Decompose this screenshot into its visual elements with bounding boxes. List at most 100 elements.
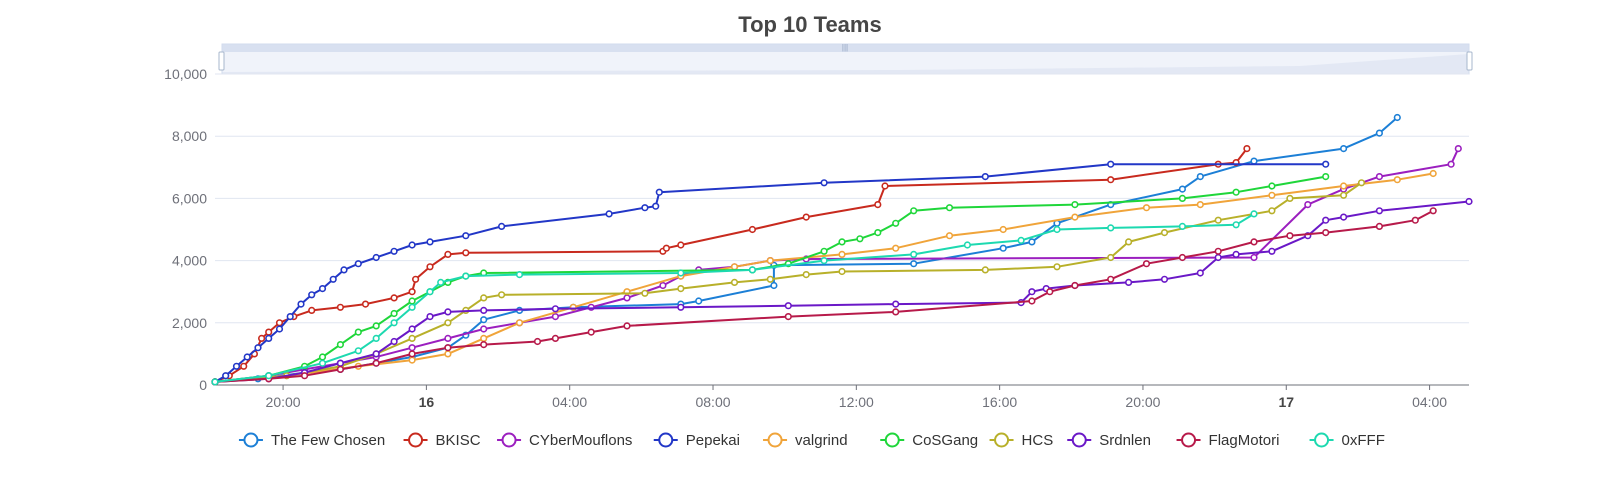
legend-item[interactable]: 0xFFF [1309, 432, 1385, 449]
data-point[interactable] [412, 275, 420, 283]
data-point[interactable] [1232, 221, 1240, 229]
data-point[interactable] [437, 278, 445, 287]
data-point[interactable] [354, 260, 362, 268]
data-point[interactable] [462, 249, 470, 257]
data-point[interactable] [1107, 176, 1115, 184]
data-point[interactable] [551, 334, 560, 343]
data-point[interactable] [1071, 213, 1079, 221]
data-point[interactable] [275, 325, 284, 333]
data-point[interactable] [254, 344, 262, 352]
data-point[interactable] [372, 334, 380, 343]
data-point[interactable] [766, 275, 774, 283]
data-point[interactable] [1268, 182, 1276, 190]
data-point[interactable] [1429, 207, 1437, 215]
data-point[interactable] [910, 260, 918, 268]
data-point[interactable] [372, 359, 380, 367]
legend-item[interactable]: The Few Chosen [238, 432, 385, 449]
data-point[interactable] [1250, 210, 1258, 218]
data-point[interactable] [677, 303, 685, 311]
data-point[interactable] [444, 319, 452, 327]
data-point[interactable] [480, 341, 488, 349]
data-point[interactable] [372, 253, 380, 262]
data-point[interactable] [1232, 250, 1240, 258]
data-point[interactable] [802, 271, 810, 279]
data-point[interactable] [444, 250, 452, 258]
data-point[interactable] [892, 244, 900, 252]
series-pepekai[interactable] [211, 160, 1330, 386]
data-point[interactable] [408, 241, 416, 249]
data-point[interactable] [1107, 224, 1115, 232]
data-point[interactable] [408, 325, 416, 333]
data-point[interactable] [1107, 160, 1115, 168]
data-point[interactable] [408, 334, 416, 343]
data-point[interactable] [426, 238, 434, 246]
data-point[interactable] [1178, 253, 1186, 262]
data-point[interactable] [1178, 185, 1186, 193]
legend-item[interactable]: Srdnlen [1067, 432, 1151, 449]
data-point[interactable] [336, 359, 345, 367]
data-point[interactable] [390, 294, 398, 302]
data-point[interactable] [533, 337, 542, 346]
data-point[interactable] [1375, 129, 1383, 137]
data-point[interactable] [1160, 275, 1169, 283]
data-point[interactable] [426, 263, 434, 271]
data-point[interactable] [1339, 182, 1348, 190]
data-point[interactable] [1046, 288, 1054, 296]
data-point[interactable] [480, 334, 488, 343]
data-point[interactable] [892, 308, 900, 316]
data-point[interactable] [1178, 194, 1186, 202]
data-point[interactable] [910, 207, 918, 215]
data-point[interactable] [892, 300, 900, 308]
legend-item[interactable]: CYberMouflons [497, 432, 632, 449]
data-point[interactable] [1243, 145, 1251, 153]
data-point[interactable] [1268, 247, 1276, 255]
data-point[interactable] [748, 225, 757, 234]
data-point[interactable] [318, 353, 327, 361]
data-point[interactable] [945, 232, 954, 240]
data-point[interactable] [329, 275, 337, 283]
data-point[interactable] [1196, 201, 1204, 209]
series-bkisc[interactable] [211, 145, 1251, 386]
data-point[interactable] [551, 305, 560, 313]
data-point[interactable] [999, 225, 1007, 234]
data-point[interactable] [1465, 197, 1473, 206]
data-point[interactable] [1107, 253, 1115, 262]
data-point[interactable] [1339, 145, 1348, 153]
legend-item[interactable]: CoSGang [880, 432, 978, 449]
data-point[interactable] [874, 201, 882, 209]
data-point[interactable] [372, 322, 380, 330]
data-point[interactable] [1375, 222, 1383, 230]
data-point[interactable] [748, 266, 757, 274]
legend[interactable]: The Few Chosen BKISC CYberMouflons Pepekai v… [238, 432, 1385, 449]
legend-item[interactable]: valgrind [763, 432, 848, 449]
data-point[interactable] [444, 334, 452, 343]
data-point[interactable] [1028, 297, 1036, 305]
data-point[interactable] [1071, 201, 1079, 209]
legend-item[interactable]: FlagMotori [1176, 432, 1280, 449]
data-point[interactable] [361, 300, 370, 308]
series-0xfff[interactable] [211, 210, 1258, 386]
data-point[interactable] [390, 309, 398, 318]
data-point[interactable] [1214, 216, 1222, 224]
data-point[interactable] [856, 235, 864, 243]
data-point[interactable] [881, 182, 889, 190]
data-point[interactable] [340, 266, 348, 274]
data-point[interactable] [408, 303, 416, 311]
data-point[interactable] [1447, 160, 1455, 168]
data-point[interactable] [1429, 169, 1437, 178]
data-point[interactable] [1250, 157, 1258, 165]
data-point[interactable] [1322, 229, 1330, 237]
data-point[interactable] [444, 308, 452, 316]
data-point[interactable] [963, 241, 972, 249]
series-flagmotori[interactable] [211, 207, 1437, 386]
data-point[interactable] [408, 356, 416, 364]
data-point[interactable] [1232, 188, 1240, 196]
data-point[interactable] [243, 353, 251, 361]
data-point[interactable] [981, 173, 989, 181]
series-line[interactable] [214, 213, 1255, 383]
legend-item[interactable]: Pepekai [653, 432, 740, 449]
data-point[interactable] [677, 285, 685, 293]
data-point[interactable] [390, 319, 398, 327]
data-point[interactable] [408, 288, 416, 296]
data-point[interactable] [297, 300, 305, 308]
